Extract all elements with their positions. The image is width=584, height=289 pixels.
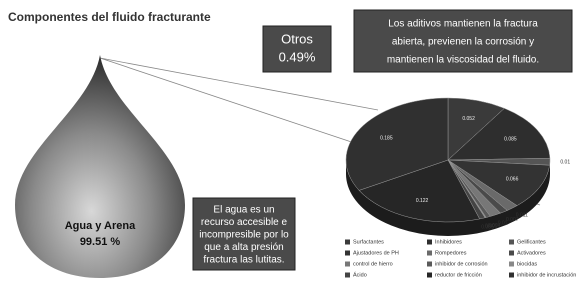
legend-label: Gelificantes <box>517 239 546 245</box>
legend-swatch <box>345 262 350 267</box>
slice-label: 0.085 <box>504 136 517 142</box>
legend-swatch <box>509 262 514 267</box>
slice-label: 0.066 <box>506 176 519 182</box>
others-label: Otros <box>281 31 313 46</box>
drop-value: 99.51 % <box>80 236 121 248</box>
legend-label: Activadores <box>517 250 546 256</box>
legend-label: Surfactantes <box>353 239 384 245</box>
slice-label: 0.052 <box>462 116 475 122</box>
infographic: Componentes del fluido fracturante Agua … <box>0 0 584 284</box>
legend-label: Ácido <box>353 271 367 278</box>
water-note: que a alta presión <box>204 242 284 253</box>
legend-label: reductor de fricción <box>435 272 482 278</box>
slice-label: 0.185 <box>380 135 393 141</box>
legend-label: Rompedores <box>435 250 467 256</box>
title: Componentes del fluido fracturante <box>8 10 211 24</box>
legend-swatch <box>345 251 350 256</box>
water-note: incompresible por lo <box>199 230 289 241</box>
legend-swatch <box>427 251 432 256</box>
legend-swatch <box>427 262 432 267</box>
slice-label: 0.007 <box>506 217 519 223</box>
water-note: fractura las lutitas. <box>203 255 284 266</box>
additives-note: Los aditivos mantienen la fractura <box>388 19 538 30</box>
legend-swatch <box>509 273 514 278</box>
additives-note: mantienen la viscosidad del fluido. <box>387 55 539 66</box>
legend-swatch <box>345 240 350 245</box>
legend-label: inhibidor de incrustación <box>517 272 576 278</box>
legend-swatch <box>509 251 514 256</box>
legend-label: inhibidor de corrosión <box>435 261 488 267</box>
legend-label: Ajustadores de PH <box>353 250 399 256</box>
connector <box>100 58 378 110</box>
additives-note: abierta, previenen la corrosión y <box>392 37 534 48</box>
legend-swatch <box>345 273 350 278</box>
legend-label: control de hierro <box>353 261 393 267</box>
legend-swatch <box>427 273 432 278</box>
legend-swatch <box>509 240 514 245</box>
water-note: recurso accesible e <box>201 217 288 228</box>
slice-label: 0.01 <box>560 159 570 165</box>
slice-label: 0.005 <box>481 224 494 230</box>
legend-label: Inhibidores <box>435 239 462 245</box>
others-value: 0.49% <box>279 49 316 64</box>
water-note: El agua es un <box>213 205 274 216</box>
drop-label: Agua y Arena <box>65 220 136 232</box>
slice-label: 0.122 <box>416 198 429 204</box>
legend-label: biocidas <box>517 261 537 267</box>
legend-swatch <box>427 240 432 245</box>
